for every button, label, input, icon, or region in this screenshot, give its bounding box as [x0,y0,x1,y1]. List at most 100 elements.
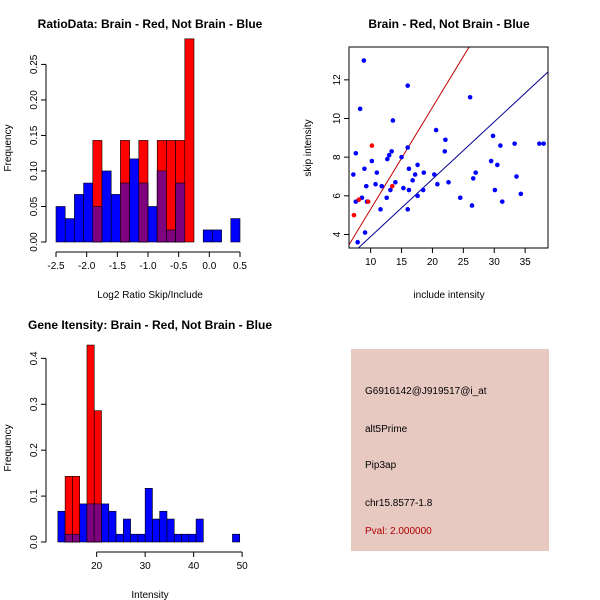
probe-id-text: G6916142@J919517@i_at [365,386,487,397]
intensity-histogram: Gene Itensity: Brain - Red, Not Brain - … [3,318,272,600]
scatter-point-not-brain [405,83,411,88]
scatter-point-not-brain [433,127,439,133]
bar-not-brain [110,194,121,243]
x-tick-label: -1.5 [109,261,127,272]
bar-not-brain [108,510,117,543]
bar-not-brain [195,518,204,543]
probe-info-panel: G6916142@J919517@i_at alt5Prime Pip3ap c… [351,349,549,551]
scatter-plot-frame [348,46,549,249]
scatter-point-not-brain [490,133,496,139]
scatter-point-not-brain [446,179,451,185]
ratio-histogram-title: RatioData: Brain - Red, Not Brain - Blue [38,17,263,31]
intensity-histogram-ylabel: Frequency [3,424,14,471]
bar-not-brain [129,158,140,243]
scatter-point-not-brain [499,199,505,204]
bar-not-brain [57,510,66,543]
bar-not-brain [83,182,94,243]
scatter-point-not-brain [353,150,359,156]
scatter-point-not-brain [537,141,542,146]
bar-not-brain [101,503,110,543]
bar-not-brain [123,518,131,543]
y-tick-label: 0.4 [29,351,40,365]
bar-overlap [64,533,73,543]
bar-not-brain [144,487,153,543]
scatter-point-brain [356,197,362,202]
bar-not-brain [137,533,146,543]
x-tick-label: 0.5 [233,261,247,272]
scatter-point-not-brain [405,207,411,212]
scatter-point-not-brain [364,183,369,189]
y-tick-label: 0.1 [29,489,40,503]
scatter-point-not-brain [431,172,437,177]
scatter-plot: Brain - Red, Not Brain - Blue 10 15 20 25 30… [303,17,549,301]
scatter-point-not-brain [388,187,393,193]
scatter-point-not-brain [373,181,378,187]
y-tick-label: 6 [332,193,343,199]
scatter-point-not-brain [410,178,415,183]
scatter-point-not-brain [401,185,406,191]
bar-brain [72,476,80,543]
scatter-plot-ylabel: skip intensity [303,119,314,176]
bar-not-brain [232,533,241,543]
y-tick-label: 10 [332,113,343,125]
x-tick-label: -2.0 [78,261,96,272]
x-tick-label: 35 [520,257,532,268]
bar-not-brain [166,518,175,543]
scatter-point-not-brain [443,137,448,143]
gene-name-text: Pip3ap [365,460,397,471]
bar-overlap [175,182,186,243]
reference-line-diagonal-blue [357,71,548,248]
reference-line-fit-red [349,47,470,246]
bar-not-brain [159,510,168,543]
scatter-point-not-brain [473,170,478,175]
scatter-plot-title: Brain - Red, Not Brain - Blue [368,17,530,31]
y-tick-label: 0.20 [29,90,40,110]
bar-not-brain [181,533,190,543]
x-tick-label: -2.5 [47,261,65,272]
event-type-text: alt5Prime [365,424,408,435]
bar-not-brain [147,206,158,243]
ratio-histogram: RatioData: Brain - Red, Not Brain - Blue… [3,17,263,301]
ratio-histogram-xlabel: Log2 Ratio Skip/Include [97,290,203,301]
scatter-point-not-brain [469,203,475,208]
y-tick-label: 8 [332,154,343,160]
bar-overlap [72,533,80,543]
scatter-point-not-brain [415,193,420,199]
scatter-point-not-brain [467,94,473,100]
y-tick-label: 0.05 [29,196,40,216]
scatter-point-not-brain [362,166,367,172]
bar-not-brain [230,218,241,243]
x-tick-label: 50 [237,561,249,572]
y-tick-label: 12 [332,74,343,86]
scatter-plot-area [349,47,548,248]
scatter-point-not-brain [399,154,404,160]
scatter-point-not-brain [514,174,519,179]
x-tick-label: 40 [188,561,200,572]
scatter-point-not-brain [518,191,524,197]
x-tick-label: 20 [427,257,439,268]
scatter-plot-xlabel: include intensity [413,290,484,301]
scatter-point-not-brain [541,141,546,146]
scatter-point-not-brain [470,176,476,181]
scatter-point-not-brain [495,162,500,168]
scatter-point-not-brain [512,141,517,146]
bar-brain [64,476,73,543]
x-tick-label: -0.5 [170,261,188,272]
pval-text: Pval: 2.000000 [365,526,432,537]
x-tick-label: 25 [458,257,470,268]
scatter-point-not-brain [379,183,385,189]
scatter-point-not-brain [420,187,426,193]
y-tick-label: 4 [332,231,343,237]
scatter-point-not-brain [389,149,394,154]
scatter-point-not-brain [361,58,367,63]
scatter-point-not-brain [384,195,389,201]
scatter-point-not-brain [488,158,494,164]
scatter-point-not-brain [405,145,411,150]
scatter-point-not-brain [406,166,412,172]
bar-not-brain [212,229,222,243]
scatter-point-not-brain [374,170,380,175]
bar-overlap [166,229,176,243]
x-tick-label: 30 [140,561,152,572]
bar-not-brain [202,229,213,243]
